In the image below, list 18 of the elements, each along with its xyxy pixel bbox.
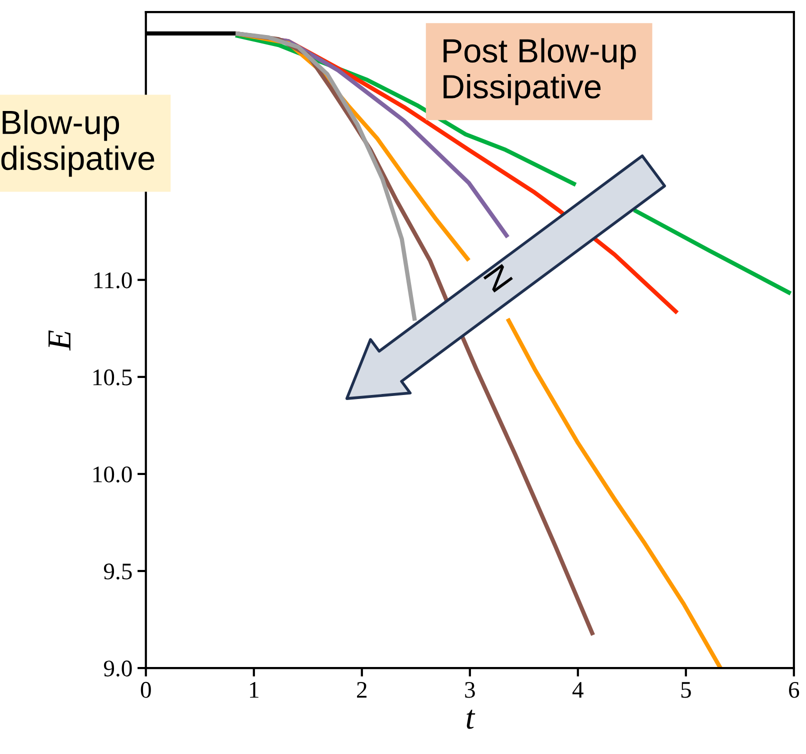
x-tick-label: 0	[140, 682, 151, 698]
y-tick-label: 10.0	[93, 466, 132, 482]
annotation: Post Blow-up Dissipative	[444, 38, 636, 106]
x-tick-label: 4	[572, 682, 584, 698]
y-tick-label: 9.5	[104, 564, 132, 580]
y-axis-title: E	[48, 330, 70, 351]
annotation: Blow-up dissipative	[1, 110, 154, 177]
line-series	[233, 31, 417, 323]
annotation: N	[483, 264, 513, 292]
x-tick-label: 6	[789, 682, 800, 698]
y-tick-label: 10.5	[93, 369, 132, 386]
x-tick-label: 5	[681, 682, 691, 698]
x-tick-label: 2	[357, 682, 366, 698]
y-tick-label: 11.0	[94, 272, 132, 288]
x-axis-title: t	[466, 710, 476, 729]
y-tick-label: 9.0	[104, 660, 132, 677]
x-tick-label: 3	[465, 682, 475, 698]
x-tick-label: 1	[250, 682, 258, 698]
